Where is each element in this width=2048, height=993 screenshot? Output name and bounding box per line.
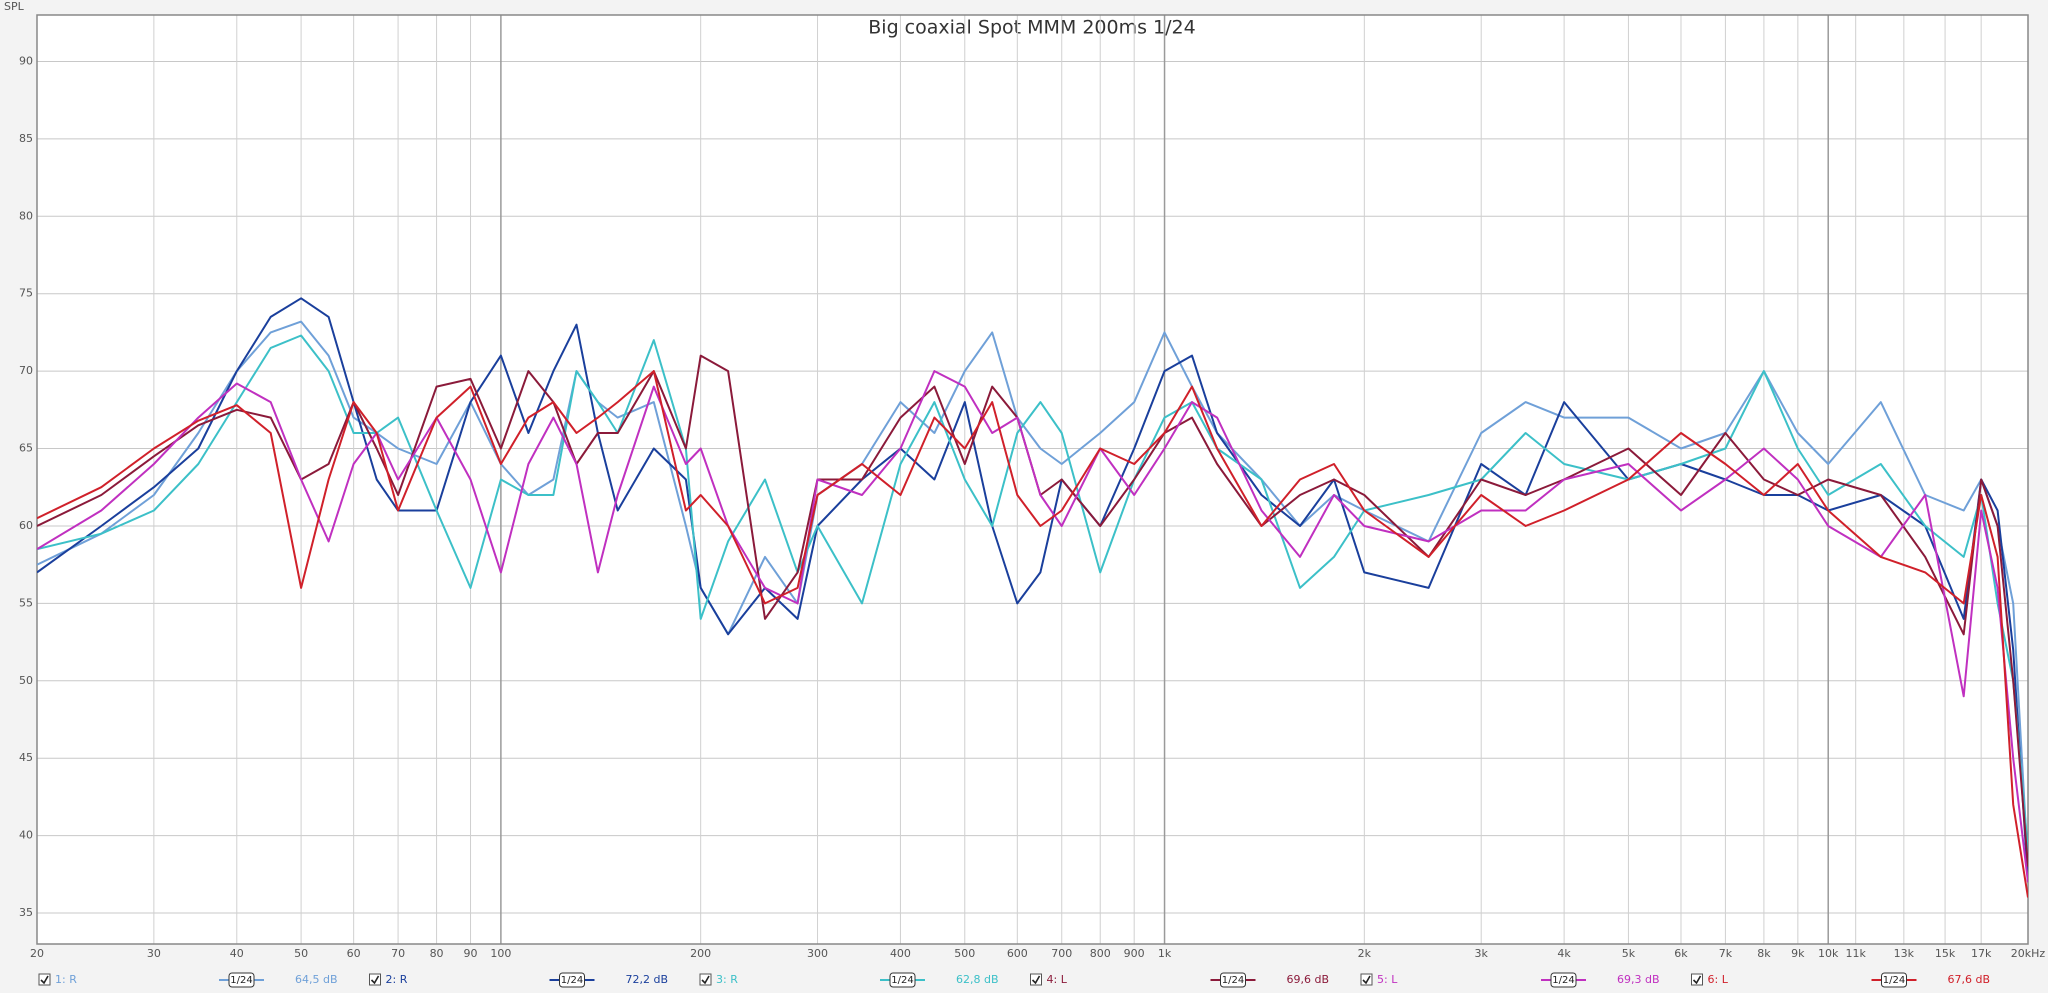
y-tick-label: 65: [19, 442, 33, 455]
legend-smoothing: 1/24: [561, 975, 583, 986]
legend-name: 4: L: [1047, 973, 1068, 986]
legend-level: 64,5 dB: [295, 973, 338, 986]
y-axis-label: SPL: [4, 0, 25, 13]
x-tick-label: 20: [30, 947, 44, 960]
x-tick-label: 100: [490, 947, 511, 960]
chart-title: Big coaxial Spot MMM 200ms 1/24: [868, 17, 1195, 39]
series-line: [37, 370, 2028, 883]
x-tick-label: 60: [347, 947, 361, 960]
legend-name: 3: R: [716, 973, 738, 986]
legend-checkmark: [701, 975, 710, 985]
y-tick-label: 45: [19, 751, 33, 764]
y-tick-label: 55: [19, 596, 33, 609]
y-tick-label: 60: [19, 519, 33, 532]
y-tick-label: 70: [19, 364, 33, 377]
legend-checkbox: [38, 973, 51, 986]
legend-smoothing: 1/24: [1552, 975, 1574, 986]
series-line: [37, 320, 2028, 867]
legend-smoothing-box: [559, 972, 585, 988]
x-tick-label: 9k: [1791, 947, 1805, 960]
x-tick-label: 800: [1090, 947, 1111, 960]
x-tick-label: 5k: [1622, 947, 1636, 960]
y-tick-label: 50: [19, 674, 33, 687]
x-tick-label: 900: [1124, 947, 1145, 960]
series-line: [37, 334, 2028, 852]
series-line: [37, 297, 2028, 883]
legend-checkbox: [369, 973, 381, 986]
legend-checkbox: [1030, 973, 1042, 986]
x-tick-label: 200: [690, 947, 711, 960]
y-tick-label: 35: [19, 906, 33, 919]
series-group: [37, 297, 2028, 898]
x-tick-label: 600: [1007, 947, 1028, 960]
y-tick-label: 40: [19, 829, 33, 842]
legend-smoothing: 1/24: [1222, 975, 1244, 986]
x-tick-label: 2k: [1358, 947, 1372, 960]
legend-level: 69,6 dB: [1287, 973, 1330, 986]
legend-checkbox: [1360, 973, 1373, 986]
x-tick-label: 30: [147, 947, 161, 960]
legend-checkmark: [1031, 975, 1041, 985]
y-tick-label: 80: [19, 209, 33, 222]
legend-checkbox: [1691, 973, 1703, 986]
x-tick-label: 90: [464, 947, 478, 960]
x-tick-label: 6k: [1674, 947, 1688, 960]
legend-checkmark: [1692, 975, 1702, 985]
x-tick-label: 300: [807, 947, 828, 960]
y-tick-label: 75: [19, 287, 33, 300]
legend-name: 2: R: [386, 973, 408, 986]
legend-smoothing-box: [889, 972, 916, 988]
legend-smoothing-box: [1881, 972, 1907, 988]
legend-name: 5: L: [1377, 973, 1398, 986]
x-tick-label: 50: [294, 947, 308, 960]
x-tick-label: 13k: [1894, 947, 1915, 960]
legend-smoothing: 1/24: [891, 975, 913, 986]
x-tick-label: 17k: [1971, 947, 1992, 960]
legend-checkmark: [1362, 975, 1371, 985]
plot-area: [37, 15, 2028, 944]
x-tick-label: 15k: [1935, 947, 1956, 960]
x-tick-label: 8k: [1757, 947, 1771, 960]
x-tick-label: 40: [230, 947, 244, 960]
legend-name: 6: L: [1708, 973, 1729, 986]
legend-smoothing-box: [1550, 972, 1577, 988]
x-tick-label: 20kHz: [2011, 947, 2046, 960]
x-tick-label: 700: [1051, 947, 1072, 960]
x-tick-label: 80: [430, 947, 444, 960]
legend-smoothing-box: [1220, 972, 1246, 988]
y-tick-label: 85: [19, 132, 33, 145]
x-tick-label: 10k: [1818, 947, 1839, 960]
plot-frame: [36, 14, 2029, 945]
x-tick-label: 11k: [1845, 947, 1866, 960]
y-tick-label: 90: [19, 54, 33, 67]
x-tick-label: 400: [890, 947, 911, 960]
legend-level: 72,2 dB: [626, 973, 669, 986]
legend-name: 1: R: [55, 973, 77, 986]
x-tick-label: 3k: [1475, 947, 1489, 960]
x-tick-label: 4k: [1557, 947, 1571, 960]
x-tick-label: 500: [954, 947, 975, 960]
x-tick-label: 1k: [1158, 947, 1172, 960]
legend-smoothing: 1/24: [230, 975, 252, 986]
series-line: [37, 370, 2028, 898]
legend-level: 69,3 dB: [1617, 973, 1660, 986]
legend-checkmark: [370, 975, 380, 985]
legend-smoothing: 1/24: [1883, 975, 1905, 986]
legend-smoothing-box: [228, 972, 255, 988]
legend-checkmark: [40, 975, 49, 985]
x-tick-label: 70: [391, 947, 405, 960]
x-tick-label: 7k: [1719, 947, 1733, 960]
legend-level: 67,6 dB: [1948, 973, 1991, 986]
legend-level: 62,8 dB: [956, 973, 999, 986]
legend-checkbox: [699, 973, 712, 986]
